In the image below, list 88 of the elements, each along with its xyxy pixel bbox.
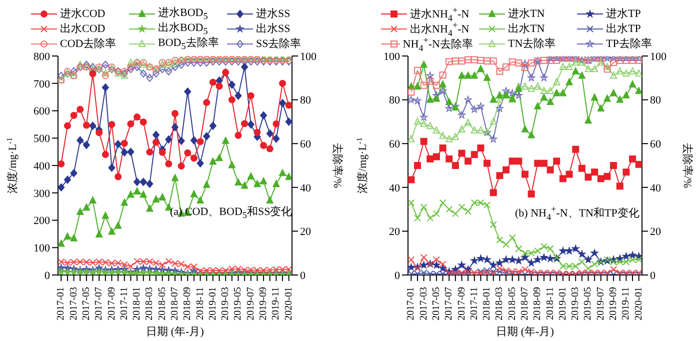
x-tick-label: 2018-09 (182, 287, 194, 320)
legend-label: 出水TN (508, 22, 545, 36)
annotation: (b) NH$_{4}$$^{+}$-N、TN和TP变化 (515, 204, 640, 222)
y-tick-label: 700 (34, 78, 50, 90)
x-tick-label: 2018-11 (194, 287, 206, 320)
x-tick-label: 2018-05 (156, 287, 168, 320)
y-tick-label: 0 (44, 270, 50, 282)
x-tick-label: 2019-09 (608, 287, 620, 320)
x-tick-label: 2017-07 (94, 287, 105, 320)
x-tick-label: 2018-01 (132, 287, 143, 320)
x-tick-label: 2019-03 (570, 287, 582, 320)
y2-tick-label: 40 (300, 182, 312, 194)
x-tick-label: 2017-11 (118, 287, 130, 320)
y2-axis-title: 去除率/% (681, 142, 694, 188)
y2-tick-label: 60 (300, 138, 312, 151)
x-tick-label: 2019-01 (207, 287, 218, 320)
legend-label: BOD$_{5}$去除率 (158, 36, 219, 52)
legend-label: 出水SS (256, 22, 290, 36)
legend-label: 出水TP (606, 22, 641, 36)
x-tick-label: 2017-01 (406, 287, 417, 320)
x-tick-label: 2017-05 (430, 287, 442, 320)
x-tick-label: 2019-11 (270, 287, 282, 320)
x-tick-label: 2019-11 (620, 287, 632, 320)
x-tick-label: 2017-03 (68, 287, 80, 320)
legend-label: SS去除率 (256, 36, 302, 51)
x-tick-label: 2019-05 (582, 287, 594, 320)
x-tick-label: 2018-03 (144, 287, 156, 320)
y-tick-label: 800 (34, 50, 50, 63)
y2-tick-label: 100 (650, 50, 667, 63)
x-tick-label: 2018-01 (482, 287, 493, 320)
x-axis-title: 日期 (年-月) (496, 326, 554, 338)
y-tick-label: 40 (389, 182, 400, 194)
x-tick-label: 2017-03 (418, 287, 430, 320)
y2-axis-title: 去除率/% (331, 142, 344, 188)
y2-tick-label: 40 (650, 182, 662, 194)
y-tick-label: 600 (34, 106, 50, 118)
x-tick-label: 2018-07 (170, 287, 180, 320)
y-tick-label: 0 (394, 270, 400, 282)
x-tick-label: 2017-09 (456, 287, 468, 320)
x-tick-label: 2017-05 (80, 287, 92, 320)
y2-tick-label: 80 (300, 94, 312, 107)
legend-label: 进水TP (606, 7, 641, 21)
x-tick-label: 2019-07 (595, 287, 606, 320)
x-tick-label: 2017-09 (106, 287, 118, 320)
y-tick-label: 300 (34, 188, 50, 200)
y-tick-label: 80 (389, 94, 400, 107)
legend-label: NH$_{4}$$^{+}$-N去除率 (402, 34, 473, 52)
legend-label: 出水BOD$_{5}$ (158, 21, 208, 37)
legend-label: TN去除率 (508, 36, 556, 51)
x-tick-label: 2018-03 (494, 287, 506, 320)
x-tick-label: 2020-01 (283, 287, 294, 320)
y-tick-label: 20 (389, 226, 400, 238)
x-tick-label: 2018-05 (506, 287, 518, 320)
x-tick-label: 2017-01 (56, 287, 67, 320)
x-tick-label: 2019-07 (245, 287, 256, 320)
legend-label: 进水TN (508, 7, 545, 21)
legend-label: TP去除率 (606, 36, 652, 51)
legend-label: 进水BOD$_{5}$ (158, 6, 208, 22)
legend-label: 出水COD (60, 22, 106, 36)
legend-label: 进水COD (60, 7, 106, 21)
x-tick-label: 2019-01 (557, 287, 568, 320)
y2-tick-label: 20 (300, 226, 312, 238)
y-tick-label: 500 (34, 133, 50, 146)
x-axis-title: 日期 (年-月) (146, 326, 204, 338)
y2-tick-label: 60 (650, 138, 662, 151)
legend-label: 进水NH$_{4}$$^{+}$-N (410, 4, 470, 22)
x-tick-label: 2020-01 (633, 287, 644, 320)
x-tick-label: 2018-07 (520, 287, 530, 320)
x-tick-label: 2019-09 (258, 287, 270, 320)
y2-tick-label: 100 (300, 50, 317, 63)
y2-tick-label: 20 (650, 226, 662, 238)
legend-label: 进水SS (256, 7, 290, 21)
y-tick-label: 400 (34, 160, 50, 172)
legend-label: 出水NH$_{4}$$^{+}$-N (410, 20, 470, 38)
y2-tick-label: 0 (300, 270, 306, 282)
legend-label: COD去除率 (60, 36, 116, 51)
y-tick-label: 100 (34, 242, 50, 255)
y-tick-label: 100 (384, 50, 400, 63)
y2-tick-label: 80 (650, 94, 662, 107)
y-tick-label: 200 (34, 215, 50, 228)
y-tick-label: 60 (389, 138, 400, 151)
x-tick-label: 2017-11 (468, 287, 480, 320)
x-tick-label: 2018-09 (532, 287, 544, 320)
x-tick-label: 2017-07 (444, 287, 455, 320)
x-tick-label: 2019-05 (232, 287, 244, 320)
x-tick-label: 2019-03 (220, 287, 232, 320)
x-tick-label: 2018-11 (544, 287, 556, 320)
y2-tick-label: 0 (650, 270, 656, 282)
